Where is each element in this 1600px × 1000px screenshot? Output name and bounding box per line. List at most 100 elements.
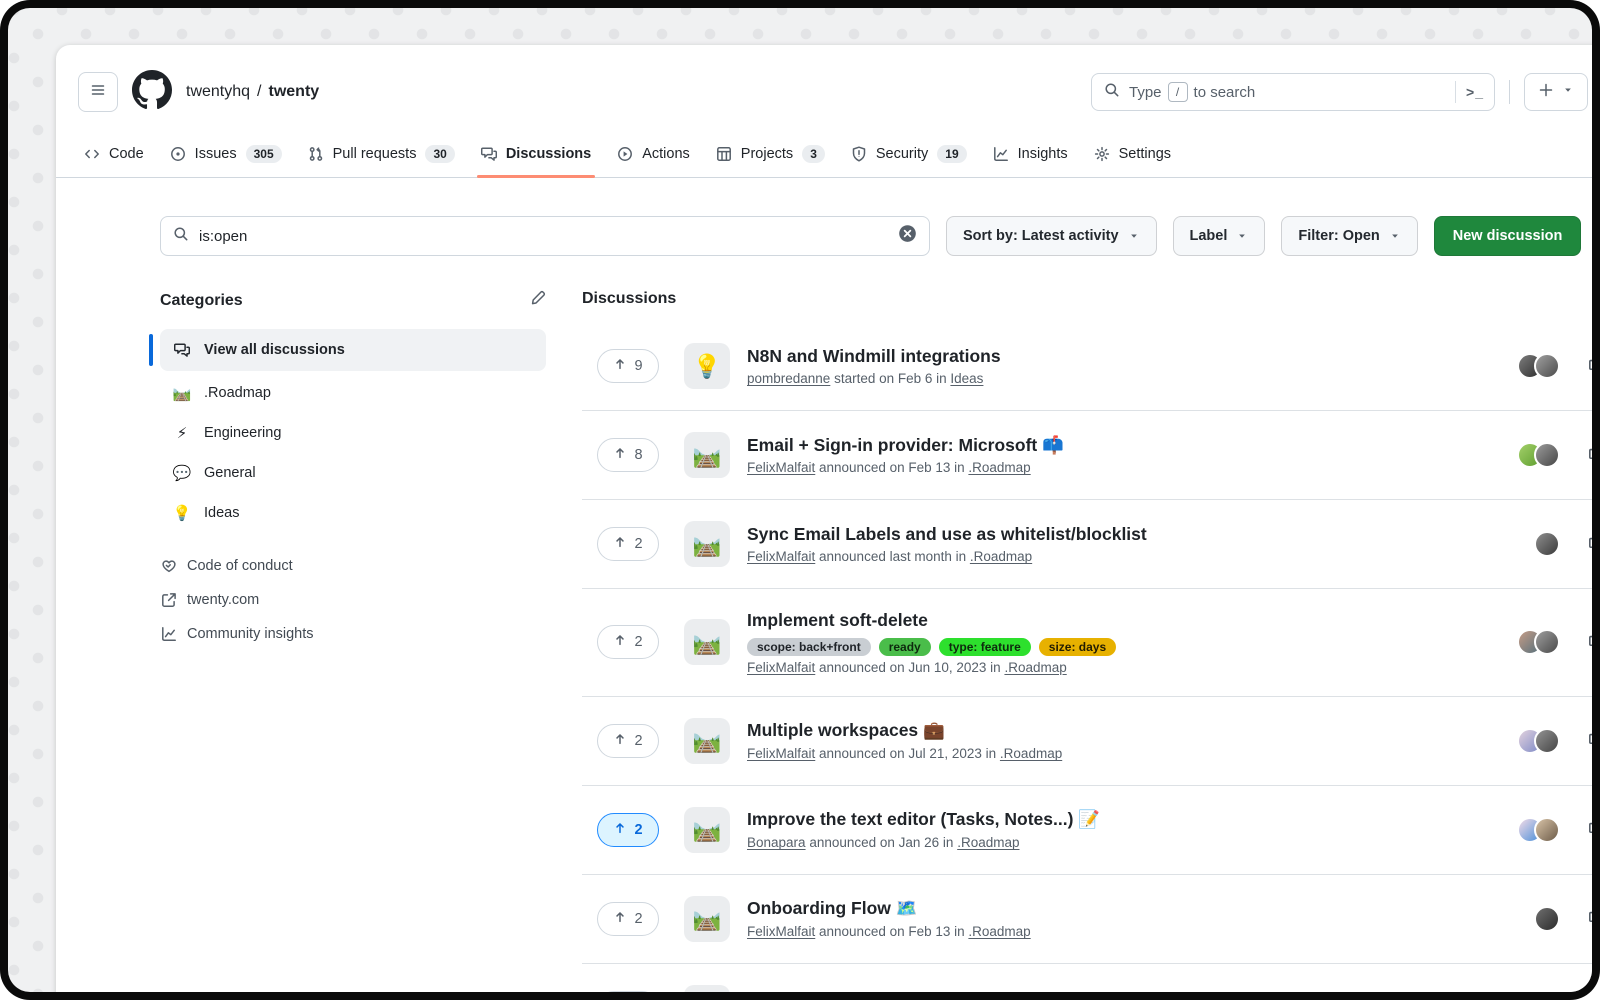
- author-link[interactable]: Bonapara: [747, 835, 806, 851]
- clear-search-button[interactable]: [898, 224, 917, 248]
- label-pill[interactable]: type: feature: [938, 637, 1031, 656]
- avatar[interactable]: [1534, 531, 1560, 557]
- discussion-row[interactable]: 8 🛤️ Email + Sign-in provider: Microsoft 📫…: [582, 410, 1592, 499]
- comment-count[interactable]: 3: [1588, 732, 1592, 749]
- upvote-button[interactable]: 2: [597, 901, 659, 936]
- upvote-button[interactable]: 2: [597, 625, 659, 660]
- create-new-button[interactable]: [1524, 73, 1588, 111]
- tab-code[interactable]: Code: [74, 131, 154, 177]
- category-link[interactable]: .Roadmap: [1004, 659, 1067, 675]
- author-link[interactable]: FelixMalfait: [747, 659, 816, 675]
- label-dropdown[interactable]: Label: [1172, 216, 1266, 256]
- discussion-row[interactable]: 2 🛤️ Improve the text editor (Tasks, Notes…: [582, 784, 1592, 874]
- upvote-button[interactable]: 2: [597, 723, 659, 758]
- avatar-stack: [1517, 629, 1560, 656]
- external-icon: [160, 592, 178, 608]
- tab-label: Code: [109, 146, 144, 162]
- avatar[interactable]: [1534, 905, 1560, 932]
- upvote-button[interactable]: 2: [597, 812, 659, 847]
- upvote-button[interactable]: 2: [597, 527, 659, 561]
- author-link[interactable]: pombredanne: [747, 371, 831, 387]
- discussion-row[interactable]: 2 🛤️ Multiple workspaces 💼 FelixMalfait ann…: [582, 695, 1592, 785]
- sidebar-item-ideas[interactable]: 💡 Ideas: [160, 493, 546, 533]
- tab-insights[interactable]: Insights: [983, 131, 1078, 177]
- comment-count[interactable]: 0: [1588, 536, 1592, 553]
- tab-actions[interactable]: Actions: [607, 131, 700, 177]
- comment-count[interactable]: 3: [1588, 821, 1592, 838]
- tab-label: Settings: [1118, 146, 1172, 162]
- discussion-title-link[interactable]: Onboarding Flow 🗺️: [747, 898, 918, 919]
- label-pill[interactable]: size: days: [1038, 637, 1117, 656]
- discussion-search-input[interactable]: is:open: [160, 216, 930, 256]
- edit-categories-button[interactable]: [530, 290, 546, 311]
- author-link[interactable]: FelixMalfait: [747, 549, 816, 565]
- avatar[interactable]: [1534, 353, 1560, 379]
- category-link[interactable]: .Roadmap: [968, 924, 1031, 940]
- label-pill[interactable]: ready: [878, 637, 931, 656]
- author-link[interactable]: FelixMalfait: [747, 924, 816, 940]
- comment-icon: [1588, 447, 1592, 464]
- caret-down-icon: [1389, 230, 1401, 242]
- avatar[interactable]: [1534, 442, 1560, 468]
- discussion-row[interactable]: 2 🛤️ Onboarding Flow 🗺️ FelixMalfait announ…: [582, 873, 1592, 963]
- upvote-button[interactable]: 8: [597, 438, 659, 472]
- author-link[interactable]: FelixMalfait: [747, 746, 816, 762]
- discussion-title-link[interactable]: Sync Email Labels and use as whitelist/b…: [747, 523, 1147, 544]
- upvote-button[interactable]: 9: [597, 349, 659, 383]
- category-link[interactable]: .Roadmap: [957, 835, 1020, 851]
- tab-discussions[interactable]: Discussions: [471, 131, 601, 178]
- discussion-text: Improve the text editor (Tasks, Notes...…: [747, 809, 1100, 850]
- tab-pull-requests[interactable]: Pull requests 30: [298, 131, 465, 177]
- comment-count[interactable]: 4: [1588, 358, 1592, 375]
- upvote-button[interactable]: 2: [597, 990, 659, 992]
- tab-issues[interactable]: Issues 305: [160, 131, 292, 177]
- discussion-title-link[interactable]: Improve the text editor (Tasks, Notes...…: [747, 809, 1101, 830]
- sidebar-link-code-of-conduct[interactable]: Code of conduct: [160, 549, 546, 583]
- breadcrumb-org-link[interactable]: twentyhq: [186, 83, 251, 100]
- discussion-title-link[interactable]: Multiple workspaces 💼: [747, 720, 945, 741]
- search-icon: [173, 226, 189, 247]
- discussion-row[interactable]: 9 💡 N8N and Windmill integrations pombredan…: [582, 322, 1592, 410]
- command-palette-icon[interactable]: >_: [1466, 84, 1484, 100]
- category-emoji-icon: ⚡: [176, 425, 188, 442]
- discussion-title-link[interactable]: N8N and Windmill integrations: [747, 345, 1001, 366]
- global-search-box[interactable]: Type / to search >_: [1091, 73, 1495, 111]
- label-pill[interactable]: scope: back+front: [747, 637, 871, 656]
- discussion-row[interactable]: 2🛤️Email Webhook Sync on gmail 📨: [582, 962, 1592, 992]
- sidebar-item-roadmap[interactable]: 🛤️ .Roadmap: [160, 373, 546, 413]
- discussion-row[interactable]: 2 🛤️ Sync Email Labels and use as whitelis…: [582, 499, 1592, 588]
- category-link[interactable]: Ideas: [950, 371, 984, 387]
- hamburger-menu-button[interactable]: [78, 72, 118, 112]
- avatar[interactable]: [1534, 727, 1560, 754]
- category-link[interactable]: .Roadmap: [999, 746, 1063, 762]
- sidebar-item-general[interactable]: 💬 General: [160, 453, 546, 493]
- discussion-title-link[interactable]: Implement soft-delete: [747, 610, 928, 630]
- comment-count[interactable]: 1: [1588, 447, 1592, 464]
- tab-settings[interactable]: Settings: [1084, 131, 1181, 177]
- sidebar-item-view-all-discussions[interactable]: View all discussions: [149, 329, 546, 371]
- tab-label: Projects: [740, 146, 794, 162]
- category-link[interactable]: .Roadmap: [969, 549, 1033, 565]
- sidebar-item-engineering[interactable]: ⚡ Engineering: [160, 413, 546, 453]
- filter-dropdown[interactable]: Filter: Open: [1281, 216, 1418, 256]
- tab-security[interactable]: Security 19: [841, 131, 977, 177]
- github-logo[interactable]: [132, 69, 172, 115]
- category-link[interactable]: .Roadmap: [968, 460, 1031, 476]
- arrow-up-icon: [613, 357, 627, 375]
- discussion-title-link[interactable]: Email + Sign-in provider: Microsoft 📫: [747, 434, 1064, 455]
- gear-icon: [1094, 146, 1110, 162]
- avatar[interactable]: [1534, 629, 1560, 656]
- discussion-row[interactable]: 2 🛤️ Implement soft-delete scope: back+fron…: [582, 588, 1592, 696]
- sidebar-link-twenty-com[interactable]: twenty.com: [160, 583, 546, 617]
- comment-count[interactable]: 10: [1588, 634, 1592, 651]
- sidebar-link-community-insights[interactable]: Community insights: [160, 617, 546, 651]
- new-discussion-button[interactable]: New discussion: [1433, 216, 1582, 256]
- breadcrumb-repo-link[interactable]: twenty: [268, 83, 320, 100]
- link-label: Community insights: [187, 626, 314, 642]
- author-link[interactable]: FelixMalfait: [747, 460, 816, 476]
- comment-count[interactable]: 0: [1588, 910, 1592, 927]
- tab-projects[interactable]: Projects 3: [706, 131, 835, 177]
- avatar[interactable]: [1534, 816, 1560, 843]
- sort-dropdown[interactable]: Sort by: Latest activity: [946, 216, 1157, 256]
